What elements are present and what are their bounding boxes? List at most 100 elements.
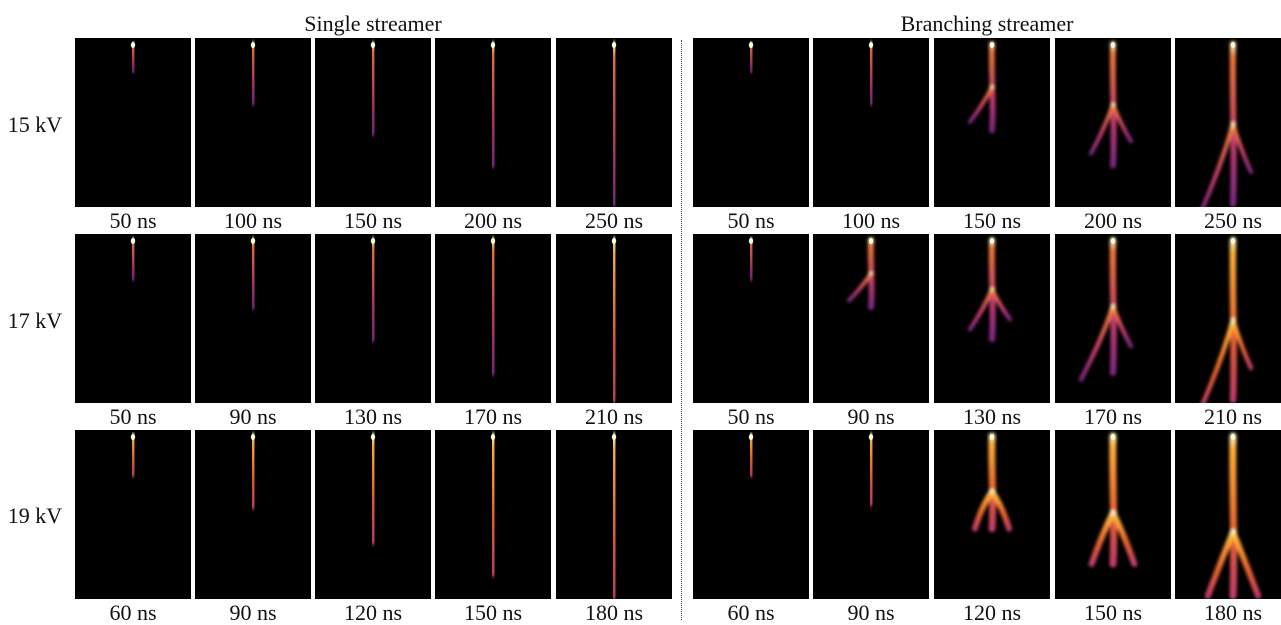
- frame-time-label: 100 ns: [223, 208, 283, 233]
- streamer-frame: [75, 234, 191, 403]
- electrode-tip: [989, 238, 995, 244]
- streamer-image: [129, 432, 137, 478]
- streamer-channel: [370, 41, 377, 137]
- frame-time-label: 50 ns: [727, 404, 775, 429]
- electrode-tip: [868, 42, 874, 48]
- streamer-channel: [747, 237, 755, 282]
- streamer-frame: [195, 430, 311, 599]
- streamer-channel: [250, 41, 257, 106]
- streamer-image: [250, 41, 257, 106]
- electrode-tip: [1110, 42, 1116, 48]
- streamer-channel: [369, 237, 377, 343]
- streamer-image: [249, 237, 257, 311]
- streamer-frame: [813, 430, 929, 599]
- streamer-frame: [556, 38, 672, 207]
- electrode-tip: [611, 238, 617, 244]
- streamer-branch: [1088, 509, 1116, 567]
- electrode-tip: [250, 238, 256, 244]
- frame-time-label: 200 ns: [1083, 208, 1143, 233]
- streamer-frame: [195, 234, 311, 403]
- electrode-tip: [370, 42, 376, 48]
- electrode-tip: [130, 42, 136, 48]
- streamer-branch: [1110, 509, 1138, 567]
- streamer-image: [971, 432, 1013, 533]
- streamer-frame: [934, 234, 1050, 403]
- streamer-frame: [75, 38, 191, 207]
- streamer-image: [610, 41, 618, 207]
- frame-time-label: 130 ns: [343, 404, 403, 429]
- row-label-17kv: 17 kV: [7, 308, 63, 333]
- streamer-channel: [489, 41, 497, 169]
- frame-time-label: 100 ns: [841, 208, 901, 233]
- streamer-channel: [867, 432, 875, 507]
- frame-time-label: 200 ns: [463, 208, 523, 233]
- electrode-tip: [611, 434, 617, 440]
- streamer-image: [610, 236, 618, 403]
- electrode-tip: [868, 238, 874, 244]
- frame-time-label: 250 ns: [584, 208, 644, 233]
- streamer-image: [968, 41, 996, 134]
- frame-time-label: 50 ns: [109, 208, 157, 233]
- streamer-branch: [968, 85, 994, 124]
- streamer-branch: [1200, 317, 1236, 403]
- streamer-image: [1204, 432, 1262, 599]
- streamer-frame: [1055, 38, 1171, 207]
- streamer-branch: [1230, 529, 1262, 599]
- streamer-branch: [1204, 529, 1236, 599]
- frame-time-label: 120 ns: [343, 600, 403, 625]
- electrode-tip: [989, 42, 995, 48]
- streamer-branch: [1110, 304, 1134, 349]
- frame-time-label: 50 ns: [727, 208, 775, 233]
- streamer-image: [130, 41, 137, 74]
- streamer-branch: [1088, 102, 1116, 156]
- electrode-tip: [370, 434, 376, 440]
- frame-time-label: 150 ns: [962, 208, 1022, 233]
- frame-time-label: 150 ns: [1083, 600, 1143, 625]
- streamer-branch: [1230, 121, 1254, 175]
- frame-time-label: 120 ns: [962, 600, 1022, 625]
- streamer-image: [967, 237, 1013, 343]
- electrode-tip: [490, 42, 496, 48]
- frame-time-label: 170 ns: [1083, 404, 1143, 429]
- streamer-channel: [249, 432, 257, 510]
- streamer-frame: [315, 430, 431, 599]
- streamer-branch: [846, 271, 874, 303]
- group-divider: [681, 40, 682, 620]
- streamer-frame: [813, 234, 929, 403]
- group-title-single: Single streamer: [304, 11, 442, 36]
- streamer-channel: [489, 236, 497, 376]
- streamer-frame: [315, 234, 431, 403]
- streamer-channel: [369, 432, 378, 545]
- streamer-image: [748, 41, 755, 74]
- streamer-frame: [1175, 430, 1281, 599]
- electrode-tip: [611, 42, 617, 48]
- streamer-frame: [435, 234, 551, 403]
- streamer-channel: [747, 432, 755, 478]
- electrode-tip: [1230, 434, 1236, 440]
- frame-time-label: 250 ns: [1203, 208, 1263, 233]
- streamer-channel: [610, 41, 618, 207]
- frame-time-label: 90 ns: [229, 600, 277, 625]
- streamer-image: [489, 41, 497, 169]
- frame-time-label: 90 ns: [847, 600, 895, 625]
- streamer-image: [1088, 432, 1138, 568]
- frame-time-label: 60 ns: [109, 600, 157, 625]
- streamer-branch: [967, 287, 995, 332]
- streamer-frame: [556, 430, 672, 599]
- electrode-tip: [250, 42, 256, 48]
- electrode-tip: [130, 238, 136, 244]
- streamer-image: [747, 432, 755, 478]
- streamer-frame: [315, 38, 431, 207]
- streamer-image: [489, 432, 498, 578]
- electrode-tip: [748, 42, 754, 48]
- frame-time-label: 210 ns: [1203, 404, 1263, 429]
- streamer-frame: [813, 38, 929, 207]
- frame-time-label: 170 ns: [463, 404, 523, 429]
- streamer-image: [747, 237, 755, 282]
- streamer-channel: [489, 432, 498, 578]
- streamer-frame: [693, 234, 809, 403]
- streamer-branch: [1110, 102, 1134, 144]
- electrode-tip: [1110, 238, 1116, 244]
- electrode-tip: [1110, 434, 1116, 440]
- streamer-channel: [610, 432, 619, 599]
